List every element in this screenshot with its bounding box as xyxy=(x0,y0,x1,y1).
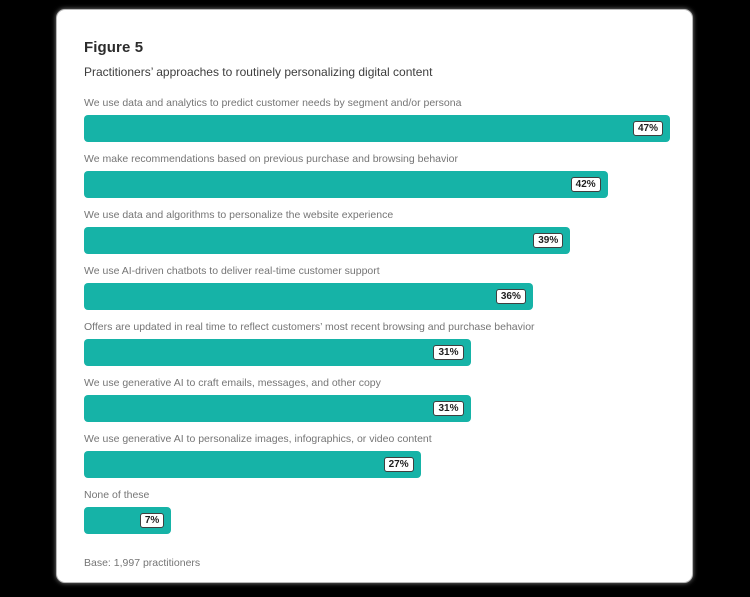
bar-row: We use AI-driven chatbots to deliver rea… xyxy=(84,265,668,310)
figure-card: Figure 5 Practitioners’ approaches to ro… xyxy=(56,9,693,583)
bar-track: 39% xyxy=(84,227,670,254)
bar-track: 31% xyxy=(84,339,670,366)
bar-category-label: Offers are updated in real time to refle… xyxy=(84,321,535,333)
bar-category-label: We use generative AI to personalize imag… xyxy=(84,433,432,445)
bar-category-label: We use data and algorithms to personaliz… xyxy=(84,209,394,221)
bar-value-chip: 31% xyxy=(433,401,464,416)
bar-row: We make recommendations based on previou… xyxy=(84,153,668,198)
bar-fill: 42% xyxy=(84,171,608,198)
bar-fill: 31% xyxy=(84,395,471,422)
bar-track: 36% xyxy=(84,283,670,310)
bar-chart: We use data and analytics to predict cus… xyxy=(84,97,670,534)
bar-category-label: We use AI-driven chatbots to deliver rea… xyxy=(84,265,380,277)
bar-track: 42% xyxy=(84,171,670,198)
bar-value-chip: 42% xyxy=(570,177,601,192)
bar-fill: 47% xyxy=(84,115,670,142)
bar-category-label: None of these xyxy=(84,489,150,501)
bar-fill: 7% xyxy=(84,507,172,534)
bar-track: 47% xyxy=(84,115,670,142)
bar-row: We use data and algorithms to personaliz… xyxy=(84,209,668,254)
bar-value-chip: 31% xyxy=(433,345,464,360)
bar-fill: 27% xyxy=(84,451,421,478)
bar-value-chip: 36% xyxy=(495,289,526,304)
bar-fill: 31% xyxy=(84,339,471,366)
bar-category-label: We use data and analytics to predict cus… xyxy=(84,97,462,109)
base-note: Base: 1,997 practitioners xyxy=(84,557,201,569)
bar-row: Offers are updated in real time to refle… xyxy=(84,321,668,366)
bar-value-chip: 27% xyxy=(383,457,414,472)
bar-category-label: We use generative AI to craft emails, me… xyxy=(84,377,381,389)
bar-fill: 39% xyxy=(84,227,571,254)
figure-title: Figure 5 xyxy=(84,39,144,56)
bar-value-chip: 47% xyxy=(632,121,663,136)
bar-value-chip: 39% xyxy=(533,233,564,248)
bar-track: 7% xyxy=(84,507,670,534)
bar-row: We use generative AI to personalize imag… xyxy=(84,433,668,478)
bar-row: We use generative AI to craft emails, me… xyxy=(84,377,668,422)
bar-track: 27% xyxy=(84,451,670,478)
bar-category-label: We make recommendations based on previou… xyxy=(84,153,458,165)
bar-row: We use data and analytics to predict cus… xyxy=(84,97,670,142)
bar-row: None of these 7% xyxy=(84,489,668,534)
figure-subtitle: Practitioners’ approaches to routinely p… xyxy=(84,65,433,79)
bar-track: 31% xyxy=(84,395,670,422)
bar-value-chip: 7% xyxy=(139,513,165,528)
bar-fill: 36% xyxy=(84,283,533,310)
